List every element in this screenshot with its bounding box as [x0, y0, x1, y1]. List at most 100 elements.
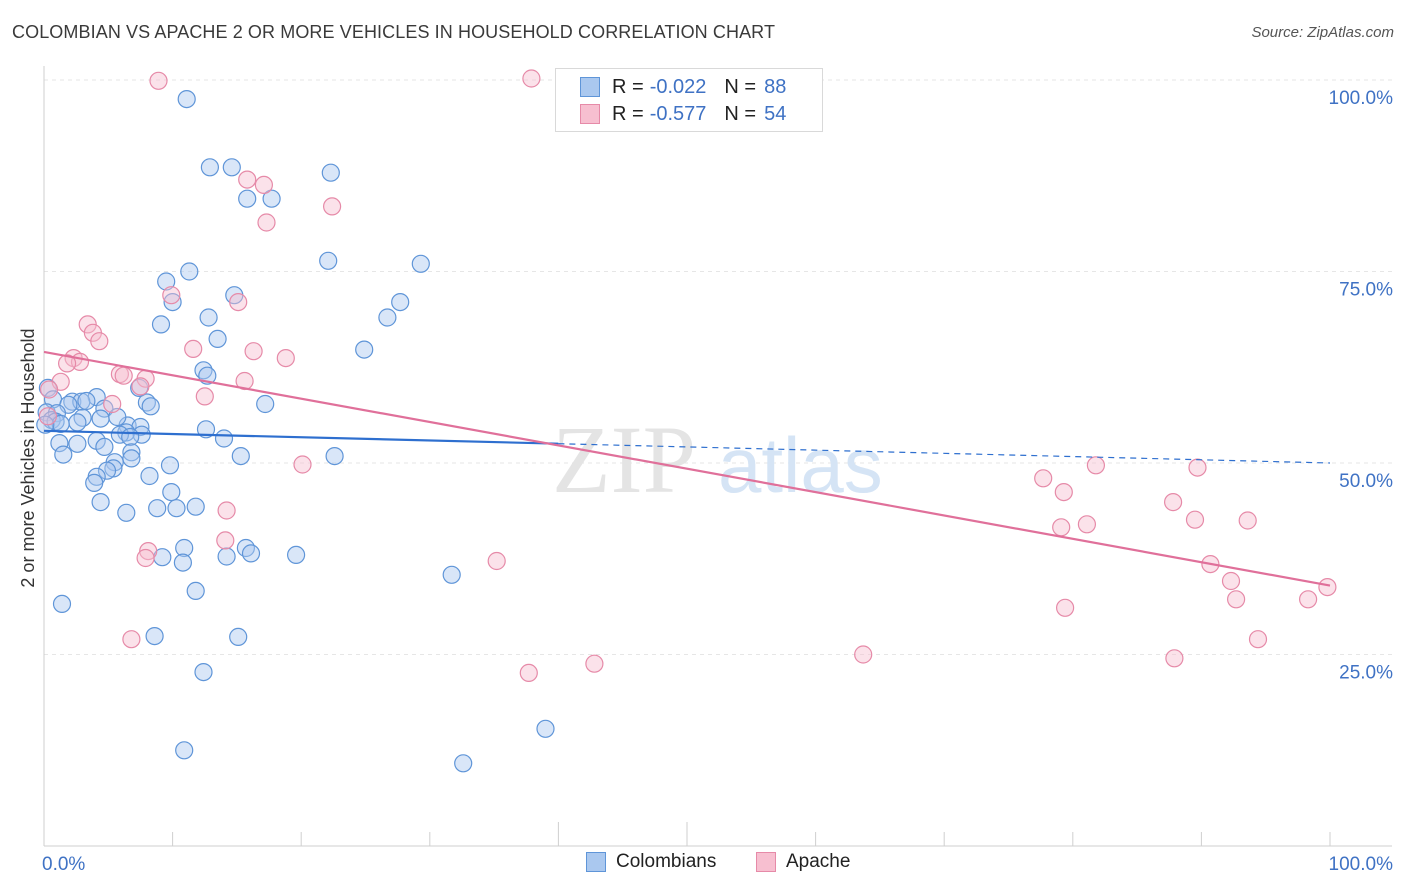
- colombians-point-82: [536, 719, 555, 738]
- colombians-point-7: [411, 254, 430, 273]
- legend-n-label: N =: [724, 75, 757, 98]
- colombians-point-78: [52, 594, 72, 614]
- colombians-trend-dashed: [558, 443, 1331, 464]
- colombians-point-48: [50, 434, 69, 453]
- apache-point-33: [122, 630, 141, 649]
- colombians-point-34: [91, 409, 110, 428]
- apache-point-13: [276, 349, 295, 368]
- apache-point-5: [257, 213, 276, 232]
- colombians-point-5: [321, 163, 340, 182]
- apache-point-51: [1055, 598, 1075, 617]
- legend-r-value-apache: -0.577: [649, 102, 707, 125]
- colombians-point-70: [236, 538, 255, 558]
- colombians-point-15: [151, 315, 171, 334]
- colombians-point-45: [121, 427, 140, 447]
- colombians-trend-solid: [43, 429, 559, 445]
- colombians-point-80: [229, 627, 248, 647]
- colombians-point-16: [208, 329, 227, 348]
- colombians-point-72: [287, 545, 306, 565]
- legend-row-colombians: R = -0.022 N = 88: [580, 74, 786, 100]
- apache-point-12: [244, 342, 263, 361]
- y-tick-labels: 25.0% 50.0% 75.0% 100.0%: [1329, 88, 1394, 684]
- colombians-point-68: [117, 503, 136, 522]
- colombians-point-66: [167, 499, 186, 518]
- colombians-point-8: [180, 262, 199, 281]
- apache-point-44: [1052, 518, 1071, 537]
- series-legend-apache[interactable]: Apache: [756, 851, 850, 873]
- apache-point-43: [1238, 511, 1257, 530]
- apache-points: [38, 69, 1337, 683]
- legend-n-value-apache: 54: [764, 102, 787, 125]
- colombians-point-77: [186, 581, 205, 601]
- apache-trend: [43, 350, 1331, 587]
- apache-point-35: [585, 654, 604, 673]
- apache-point-28: [487, 551, 506, 571]
- apache-point-26: [38, 407, 58, 426]
- apache-point-34: [519, 663, 538, 683]
- colombians-point-37: [68, 413, 87, 432]
- colombians-point-60: [140, 466, 159, 486]
- apache-point-30: [216, 531, 235, 550]
- y-tick-label-25: 25.0%: [1339, 663, 1393, 684]
- apache-point-27: [293, 455, 312, 474]
- colombians-point-81: [194, 662, 213, 682]
- apache-point-49: [1298, 590, 1318, 609]
- colombians-point-71: [241, 544, 261, 563]
- apache-point-3: [254, 175, 273, 194]
- chart-source: Source: ZipAtlas.com: [1251, 24, 1394, 41]
- apache-point-52: [1248, 630, 1268, 649]
- colombians-point-76: [442, 565, 461, 584]
- axes: [43, 66, 1392, 847]
- colombians-point-9: [157, 272, 176, 291]
- series-legend: Colombians Apache: [0, 851, 1406, 879]
- colombians-point-11: [163, 293, 182, 312]
- apache-point-39: [1086, 456, 1106, 475]
- x-ticks: [43, 822, 1331, 846]
- colombians-point-49: [68, 434, 87, 453]
- apache-point-36: [854, 645, 873, 664]
- colombians-point-62: [85, 473, 104, 492]
- colombians-point-73: [217, 547, 236, 566]
- colombians-point-6: [319, 251, 338, 270]
- apache-point-23: [39, 380, 59, 399]
- apache-point-6: [162, 286, 181, 305]
- apache-point-37: [1034, 469, 1053, 488]
- stats-legend: R = -0.022 N = 88 R = -0.577 N = 54: [555, 68, 823, 132]
- legend-swatch-colombians: [580, 77, 600, 97]
- colombians-point-50: [95, 437, 114, 456]
- apache-point-32: [136, 548, 155, 568]
- series-legend-colombians[interactable]: Colombians: [586, 851, 716, 873]
- apache-point-29: [217, 501, 236, 520]
- apache-point-2: [238, 170, 257, 189]
- colombians-point-0: [177, 89, 196, 109]
- legend-r-value-colombians: -0.022: [649, 75, 707, 98]
- colombians-point-29: [141, 397, 160, 416]
- apache-point-48: [1226, 590, 1246, 609]
- colombians-point-84: [454, 754, 473, 773]
- colombians-point-54: [122, 449, 141, 468]
- legend-swatch-apache: [580, 104, 600, 124]
- colombians-point-57: [160, 456, 180, 475]
- colombians-point-52: [54, 445, 73, 464]
- y-tick-label-50: 50.0%: [1339, 471, 1393, 492]
- gridlines: [44, 79, 1392, 655]
- colombians-point-83: [175, 741, 194, 760]
- apache-point-11: [184, 339, 203, 358]
- apache-point-18: [114, 366, 133, 385]
- legend-r-label: R =: [612, 102, 644, 125]
- apache-point-53: [1165, 649, 1184, 668]
- colombians-point-79: [145, 626, 164, 646]
- colombians-point-46: [214, 429, 234, 448]
- watermark: ZIP atlas: [552, 406, 883, 513]
- series-label-colombians: Colombians: [616, 851, 717, 872]
- colombians-point-75: [173, 553, 192, 572]
- colombians-point-41: [196, 420, 216, 439]
- colombians-point-69: [175, 538, 194, 558]
- apache-point-47: [1221, 571, 1241, 591]
- apache-point-45: [1077, 515, 1097, 534]
- apache-point-4: [323, 197, 342, 216]
- legend-n-value-colombians: 88: [764, 75, 787, 98]
- colombians-point-14: [378, 308, 397, 327]
- colombians-point-55: [325, 447, 344, 466]
